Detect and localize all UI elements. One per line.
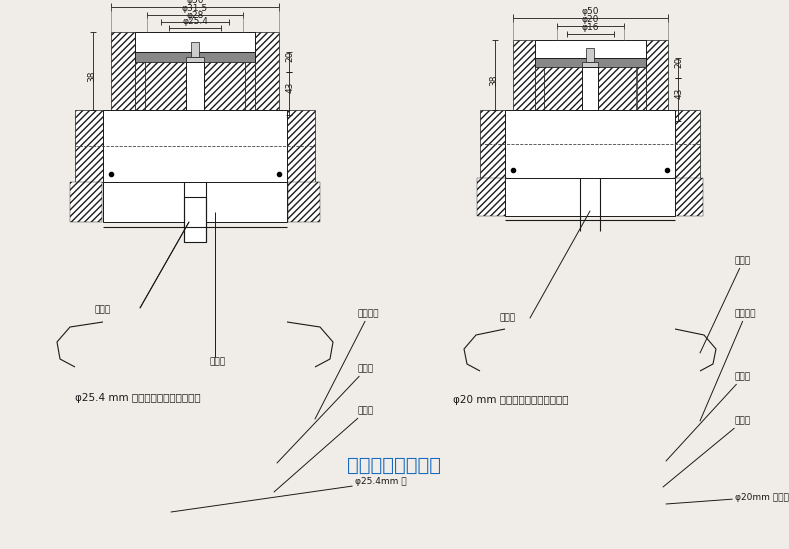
Text: 阀支座: 阀支座: [666, 373, 751, 461]
Text: 接气管: 接气管: [500, 313, 516, 322]
Bar: [184, 197, 206, 242]
Bar: [103, 182, 287, 222]
Bar: [637, 67, 646, 110]
Bar: [191, 42, 199, 57]
Text: φ16: φ16: [581, 23, 599, 32]
Bar: [477, 178, 507, 216]
Bar: [186, 57, 204, 82]
Text: φ50: φ50: [581, 7, 599, 16]
Bar: [480, 110, 505, 178]
Bar: [535, 58, 646, 67]
Bar: [145, 62, 186, 110]
Bar: [111, 32, 135, 110]
Text: 密封圈: 密封圈: [210, 357, 226, 367]
Text: 密封圈: 密封圈: [700, 256, 751, 353]
Text: 20: 20: [675, 57, 683, 68]
Text: 20: 20: [286, 51, 294, 62]
Bar: [505, 178, 675, 216]
Bar: [135, 62, 145, 110]
Bar: [70, 182, 102, 222]
Bar: [673, 178, 703, 216]
Bar: [186, 62, 204, 110]
Bar: [287, 110, 315, 182]
Bar: [103, 110, 287, 182]
Text: φ20: φ20: [581, 15, 599, 24]
Text: 上底盘: 上底盘: [663, 417, 751, 487]
Text: φ25.4mm 气: φ25.4mm 气: [171, 478, 406, 512]
Text: φ25.4 mm 气雾阀泄漏试验仪检测头: φ25.4 mm 气雾阀泄漏试验仪检测头: [75, 393, 200, 403]
Text: φ20 mm 气雾阀泄漏试验仪检测头: φ20 mm 气雾阀泄漏试验仪检测头: [453, 395, 569, 405]
Text: φ31.5: φ31.5: [182, 4, 208, 13]
Bar: [75, 110, 103, 182]
Text: 接气管: 接气管: [95, 305, 111, 315]
Bar: [646, 40, 668, 110]
Text: 38: 38: [489, 75, 499, 87]
Bar: [513, 40, 535, 110]
Text: 阀支座: 阀支座: [277, 365, 374, 463]
Text: 43: 43: [286, 82, 294, 93]
Bar: [245, 62, 255, 110]
Text: 43: 43: [675, 88, 683, 99]
Bar: [598, 67, 636, 110]
Bar: [288, 182, 320, 222]
Bar: [544, 67, 582, 110]
Bar: [204, 62, 245, 110]
Bar: [675, 110, 700, 178]
Bar: [582, 62, 598, 84]
Bar: [586, 48, 594, 62]
Text: 通气底座: 通气底座: [315, 310, 380, 419]
Text: 38: 38: [88, 71, 96, 82]
Text: φ25.4: φ25.4: [182, 17, 208, 26]
Bar: [535, 67, 544, 110]
Text: 泄漏密封试验原理: 泄漏密封试验原理: [347, 456, 441, 474]
Text: φ28: φ28: [186, 11, 204, 20]
Bar: [582, 67, 598, 110]
Bar: [586, 84, 594, 112]
Bar: [505, 110, 675, 178]
Text: 上底盘: 上底盘: [274, 406, 374, 492]
Bar: [135, 52, 255, 62]
Bar: [535, 40, 646, 110]
Text: φ50: φ50: [186, 0, 204, 5]
Bar: [191, 82, 199, 112]
Text: φ20mm 气雾阀: φ20mm 气雾阀: [666, 492, 789, 504]
Bar: [255, 32, 279, 110]
Text: 通气底座: 通气底座: [700, 310, 757, 421]
Bar: [135, 32, 255, 110]
